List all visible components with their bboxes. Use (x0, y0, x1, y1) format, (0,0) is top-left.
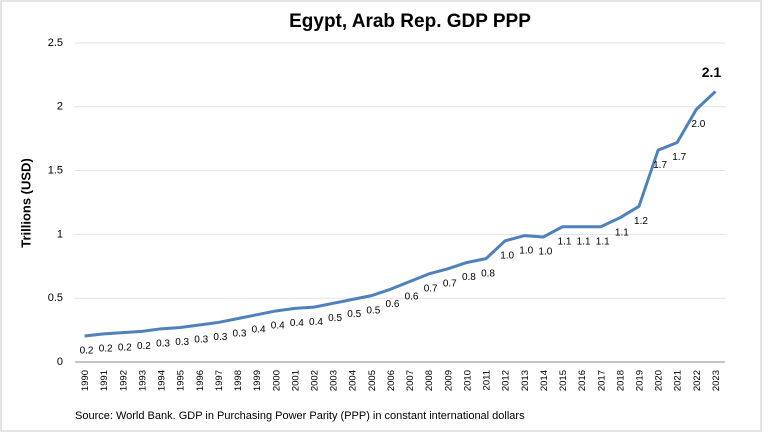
data-label: 1.7 (653, 160, 667, 171)
data-label: 1.2 (634, 216, 648, 227)
data-label: 1.0 (519, 245, 533, 256)
x-tick-label: 1995 (176, 370, 187, 391)
x-tick-label: 2016 (577, 370, 588, 391)
data-label: 1.1 (558, 236, 572, 247)
data-label: 0.4 (271, 321, 285, 332)
x-tick-label: 2002 (309, 370, 320, 391)
data-label: 0.2 (137, 341, 151, 352)
x-tick-label: 2011 (482, 370, 493, 390)
x-tick-label: 1996 (195, 370, 206, 391)
data-label: 0.4 (290, 318, 304, 329)
y-tick-label: 0.5 (48, 292, 63, 304)
x-tick-label: 1991 (99, 370, 110, 391)
x-tick-label: 2015 (558, 370, 569, 391)
data-label: 0.2 (80, 346, 94, 357)
y-tick-label: 2.5 (48, 37, 63, 49)
x-tick-label: 2003 (329, 370, 340, 391)
data-label: 1.1 (577, 236, 591, 247)
data-label: 0.8 (462, 272, 476, 283)
data-label: 1.7 (672, 152, 686, 163)
x-tick-label: 2013 (520, 370, 531, 391)
data-label: 0.4 (252, 324, 266, 335)
data-label: 0.3 (175, 337, 189, 348)
data-label: 1.1 (596, 236, 610, 247)
data-label: 0.5 (328, 313, 342, 324)
x-tick-label: 2009 (443, 370, 454, 391)
x-tick-label: 2000 (271, 370, 282, 391)
data-label: 1.0 (500, 250, 514, 261)
x-tick-label: 2012 (501, 370, 512, 391)
x-tick-label: 1998 (233, 370, 244, 391)
data-label: 0.3 (213, 332, 227, 343)
data-label: 0.7 (443, 278, 457, 289)
y-axis-label: Trillions (USD) (18, 158, 33, 248)
x-tick-label: 1999 (252, 370, 263, 391)
x-tick-label: 2006 (386, 370, 397, 391)
x-tick-label: 2008 (424, 370, 435, 391)
source-note: Source: World Bank. GDP in Purchasing Po… (75, 410, 525, 422)
x-tick-label: 2019 (634, 370, 645, 391)
data-line (84, 90, 717, 338)
x-tick-label: 2005 (367, 370, 378, 391)
y-tick-label: 1.5 (48, 165, 63, 177)
x-tick-label: 1992 (118, 370, 129, 391)
x-tick-label: 1997 (214, 370, 225, 391)
chart-title: Egypt, Arab Rep. GDP PPP (289, 11, 531, 32)
data-label: 2.0 (691, 119, 705, 130)
x-tick-label: 2020 (654, 370, 665, 391)
data-label: 0.5 (347, 309, 361, 320)
y-tick-label: 1 (57, 228, 63, 240)
data-label: 0.6 (405, 291, 419, 302)
data-label: 0.6 (385, 299, 399, 310)
x-tick-label: 1990 (80, 370, 91, 391)
data-label: 1.1 (615, 227, 629, 238)
data-label: 0.4 (309, 317, 323, 328)
x-tick-label: 2018 (615, 370, 626, 391)
data-label: 0.3 (194, 335, 208, 346)
x-tick-label: 1993 (137, 370, 148, 391)
data-label: 0.7 (424, 284, 438, 295)
data-label: 1.0 (538, 247, 552, 258)
data-label: 0.3 (233, 328, 247, 339)
chart-frame (0, 0, 762, 432)
data-label: 0.2 (99, 344, 113, 355)
y-tick-label: 2 (57, 101, 63, 113)
data-label: 0.5 (366, 305, 380, 316)
data-label: 0.8 (481, 268, 495, 279)
x-tick-label: 2023 (711, 370, 722, 391)
x-tick-label: 2017 (596, 370, 607, 391)
data-label: 2.1 (702, 64, 722, 80)
x-tick-label: 2004 (348, 370, 359, 391)
x-tick-label: 1994 (157, 370, 168, 391)
x-tick-label: 2010 (462, 370, 473, 391)
x-tick-label: 2022 (692, 370, 703, 391)
data-label: 0.2 (118, 342, 132, 353)
y-tick-label: 0 (57, 356, 63, 368)
x-tick-label: 2021 (673, 370, 684, 391)
x-tick-label: 2014 (539, 370, 550, 391)
x-tick-label: 2007 (405, 370, 416, 391)
data-label: 0.3 (156, 338, 170, 349)
x-tick-label: 2001 (290, 370, 301, 391)
